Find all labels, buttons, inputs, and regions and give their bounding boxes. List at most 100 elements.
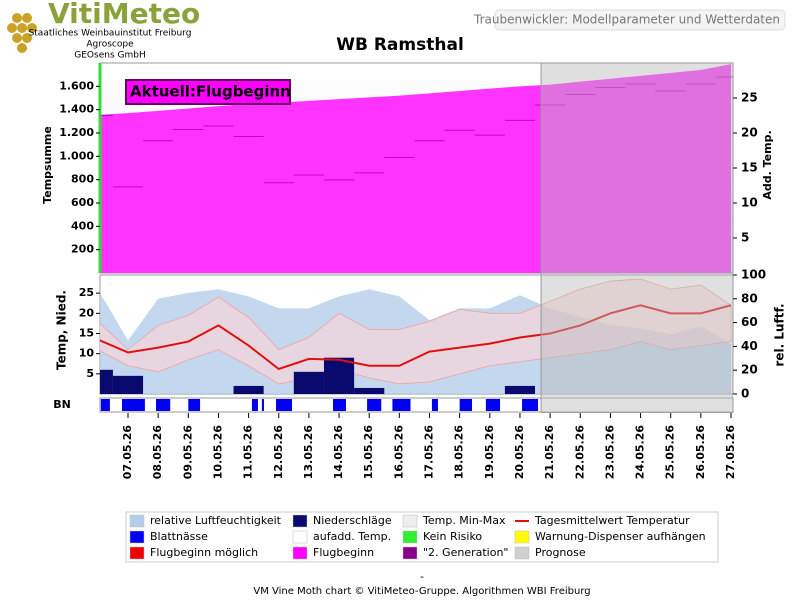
y-tick-label: 20: [79, 306, 95, 319]
page-title-box: [494, 9, 786, 31]
x-tick-label: 19.05.26: [483, 425, 496, 480]
legend-swatch: [292, 514, 308, 528]
x-tick-label: 22.05.26: [573, 425, 586, 480]
leaf-wetness: [367, 399, 382, 411]
leaf-wetness: [392, 399, 411, 411]
y-tick-label: 25: [79, 286, 94, 299]
y-tick-label: 800: [71, 173, 94, 186]
leaf-wetness: [188, 399, 201, 411]
y-tick-label: 400: [71, 219, 94, 232]
y2-axis-label: rel. Luftf.: [773, 303, 787, 366]
y-tick-label: 5: [86, 367, 94, 380]
legend-swatch: [402, 530, 418, 544]
x-tick-label: 18.05.26: [453, 425, 466, 480]
y2-tick-label: 5: [741, 231, 749, 245]
legend-label: Niederschläge: [313, 514, 392, 527]
legend-label: Flugbeginn: [313, 546, 374, 559]
legend-swatch: [402, 514, 418, 528]
leaf-wetness: [459, 399, 473, 411]
footer: VM Vine Moth chart © VitiMeteo-Gruppe. A…: [253, 586, 590, 597]
legend-swatch: [129, 514, 145, 528]
x-tick-label: 11.05.26: [242, 425, 255, 480]
y2-tick-label: 10: [741, 196, 758, 210]
x-tick-label: 27.05.26: [724, 425, 737, 480]
y2-tick-label: 20: [741, 363, 758, 377]
page-title: Traubenwickler: Modellparameter und Wett…: [473, 13, 780, 27]
y-tick-label: 1.000: [59, 149, 94, 162]
legend-label: relative Luftfeuchtigkeit: [150, 514, 282, 527]
x-tick-label: 25.05.26: [664, 425, 677, 480]
legend-swatch: [292, 530, 308, 544]
y-tick-label: 15: [79, 326, 94, 339]
leaf-wetness: [333, 399, 346, 411]
legend-label: Kein Risiko: [423, 530, 482, 543]
chart-title: WB Ramsthal: [336, 35, 464, 55]
x-tick-label: 08.05.26: [151, 425, 164, 480]
y-tick-label: 1.200: [59, 126, 94, 139]
rain-bar: [323, 357, 355, 394]
institution: Agroscope: [86, 40, 134, 50]
leaf-wetness: [121, 399, 145, 411]
y2-tick-label: 40: [741, 339, 758, 353]
rain-bar: [293, 371, 324, 394]
rain-bar: [504, 385, 536, 394]
leaf-wetness: [251, 399, 258, 411]
legend-swatch: [129, 546, 145, 560]
legend-label: "2. Generation": [423, 546, 508, 559]
x-tick-label: 12.05.26: [272, 425, 285, 480]
leaf-wetness: [100, 399, 110, 411]
leaf-wetness: [431, 399, 438, 411]
tempsum-area: [100, 64, 731, 273]
x-tick-label: 26.05.26: [694, 425, 707, 480]
y2-tick-label: 20: [741, 126, 758, 140]
legend-label: Prognose: [535, 546, 586, 559]
legend-label: Temp. Min-Max: [422, 514, 506, 527]
y2-tick-label: 25: [741, 91, 758, 105]
y-tick-label: 1.600: [59, 79, 94, 92]
legend-swatch: [292, 546, 308, 560]
plot-area: [100, 63, 733, 413]
legend-label: Flugbeginn möglich: [150, 546, 258, 559]
legend-label: Tagesmittelwert Temperatur: [534, 514, 690, 527]
bn-label: BN: [53, 398, 71, 411]
logo-grapes: [7, 13, 37, 53]
rain-bar: [100, 369, 113, 394]
legend-label: aufadd. Temp.: [313, 530, 391, 543]
leaf-wetness: [261, 399, 264, 411]
x-tick-label: 17.05.26: [423, 425, 436, 480]
x-tick-label: 10.05.26: [211, 425, 224, 480]
y2-tick-label: 100: [741, 268, 766, 282]
legend-swatch: [402, 546, 418, 560]
legend-swatch: [129, 530, 145, 544]
prognose-overlay: [540, 63, 733, 413]
leaf-wetness: [522, 399, 539, 411]
footer-dash: -: [420, 570, 424, 583]
x-tick-label: 16.05.26: [392, 425, 405, 480]
x-tick-label: 13.05.26: [302, 425, 315, 480]
leaf-wetness: [276, 399, 293, 411]
legend-swatch: [514, 546, 530, 560]
y-tick-label: 10: [79, 347, 95, 360]
y-axis-label: Tempsumme: [41, 126, 54, 204]
y2-tick-label: 60: [741, 315, 758, 329]
mean-temp-line: [100, 304, 732, 371]
y-tick-label: 1.400: [59, 103, 94, 116]
y-axis-label: Temp, Nied.: [55, 290, 69, 370]
rain-bar: [354, 387, 385, 394]
x-tick-label: 09.05.26: [181, 425, 194, 480]
annotation: Aktuell:Flugbeginn: [130, 83, 291, 101]
x-tick-label: 15.05.26: [362, 425, 375, 480]
x-tick-label: 24.05.26: [634, 425, 647, 480]
logo: VitiMeteo: [48, 0, 200, 30]
rain-bar: [112, 375, 144, 394]
rain-bar: [233, 385, 264, 394]
legend: [125, 511, 719, 563]
legend-label: Blattnässe: [150, 530, 208, 543]
x-tick-label: 20.05.26: [513, 425, 526, 480]
temp-band: [100, 278, 732, 385]
y2-tick-label: 0: [741, 387, 749, 401]
y2-tick-label: 15: [741, 161, 758, 175]
x-tick-label: 21.05.26: [543, 425, 556, 480]
y2-tick-label: 80: [741, 291, 758, 305]
